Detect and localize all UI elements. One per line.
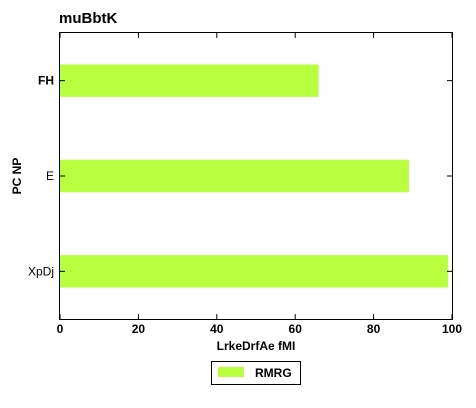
y-axis-label: PC NP: [10, 158, 24, 195]
bar-fh: [60, 64, 319, 97]
legend: RMRG: [211, 361, 301, 385]
y-tick-label: XpDj: [28, 264, 54, 278]
legend-swatch: [218, 367, 244, 377]
x-tick-label: 80: [367, 322, 381, 336]
x-tick-label: 0: [57, 322, 64, 336]
bar-xpdj: [60, 255, 449, 288]
y-tick-label: FH: [38, 74, 54, 88]
x-tick-label: 20: [132, 322, 146, 336]
legend-label: RMRG: [255, 366, 292, 380]
x-tick-label: 100: [442, 322, 462, 336]
x-tick-label: 60: [289, 322, 303, 336]
ticks-layer: XpDj E FH 0 20 40 60 80 100: [28, 33, 462, 336]
x-axis-label: LrkeDrfAe fMI: [217, 339, 296, 353]
bar-e: [60, 159, 409, 193]
x-tick-label: 40: [210, 322, 224, 336]
y-tick-label: E: [46, 169, 54, 183]
plot-frame: [59, 32, 453, 320]
chart-title: muBbtK: [59, 10, 117, 27]
bars-layer: [60, 64, 449, 288]
